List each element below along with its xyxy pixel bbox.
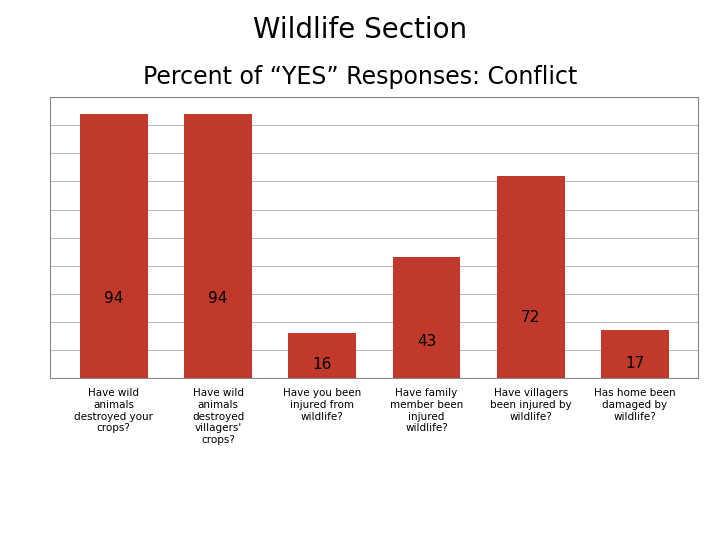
Bar (497, 176, 564, 378)
Text: 94: 94 (208, 291, 228, 306)
Bar (601, 330, 669, 378)
Bar (289, 333, 356, 378)
Text: 43: 43 (417, 334, 436, 349)
Bar (184, 114, 252, 378)
Text: 72: 72 (521, 310, 541, 325)
Text: Wildlife Section: Wildlife Section (253, 16, 467, 44)
Bar (80, 114, 148, 378)
Text: 16: 16 (312, 357, 332, 372)
Bar (392, 257, 460, 378)
Text: 17: 17 (626, 356, 644, 371)
Text: Percent of “YES” Responses: Conflict: Percent of “YES” Responses: Conflict (143, 65, 577, 89)
Text: 94: 94 (104, 291, 123, 306)
